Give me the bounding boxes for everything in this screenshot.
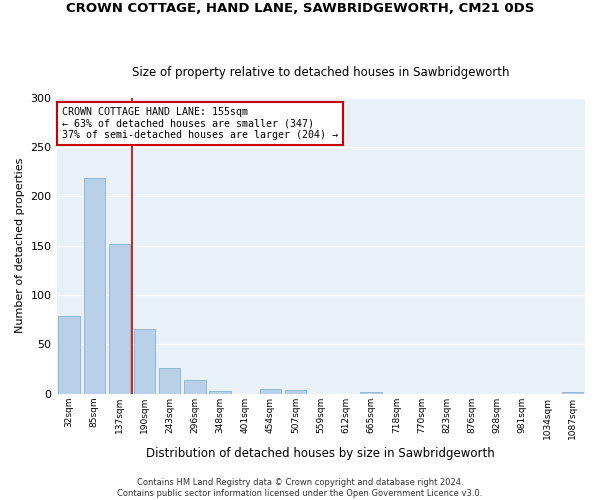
Text: Contains HM Land Registry data © Crown copyright and database right 2024.
Contai: Contains HM Land Registry data © Crown c… [118,478,482,498]
Bar [83,178,105,394]
Bar [285,390,307,394]
Bar [361,392,382,394]
Bar [109,244,130,394]
Title: Size of property relative to detached houses in Sawbridgeworth: Size of property relative to detached ho… [132,66,509,78]
Text: CROWN COTTAGE HAND LANE: 155sqm
← 63% of detached houses are smaller (347)
37% o: CROWN COTTAGE HAND LANE: 155sqm ← 63% of… [62,106,338,140]
Bar [260,389,281,394]
Y-axis label: Number of detached properties: Number of detached properties [15,158,25,334]
X-axis label: Distribution of detached houses by size in Sawbridgeworth: Distribution of detached houses by size … [146,447,495,460]
Bar [184,380,206,394]
Bar [562,392,583,394]
Text: CROWN COTTAGE, HAND LANE, SAWBRIDGEWORTH, CM21 0DS: CROWN COTTAGE, HAND LANE, SAWBRIDGEWORTH… [66,2,534,16]
Bar [58,316,80,394]
Bar [134,328,155,394]
Bar [209,391,231,394]
Bar [159,368,181,394]
